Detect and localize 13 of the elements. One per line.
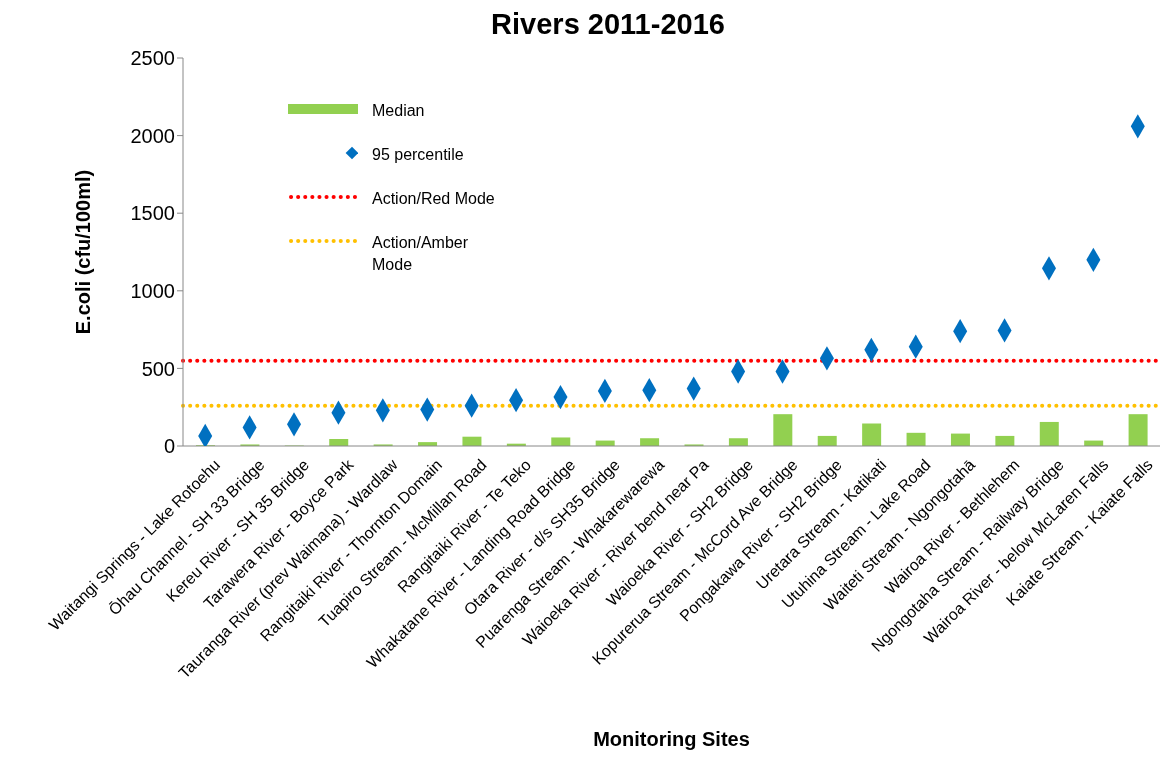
legend-label: Median: [372, 101, 426, 121]
y-tick-label: 500: [141, 357, 175, 380]
legend-label: Action/Red Mode: [372, 189, 496, 209]
y-tick-label: 1000: [130, 279, 175, 302]
y-tick-label: 1500: [130, 202, 175, 225]
legend-label: Action/Amber Mode: [372, 233, 470, 275]
y-tick-label: 2500: [130, 47, 175, 70]
y-axis-title: E.coli (cfu/100ml): [72, 169, 95, 335]
x-axis-title: Monitoring Sites: [593, 728, 750, 750]
y-tick-label: 0: [163, 435, 175, 458]
legend-label: 95 percentile: [372, 145, 465, 165]
chart-title: Rivers 2011-2016: [490, 8, 726, 42]
y-tick-label: 2000: [130, 124, 175, 147]
